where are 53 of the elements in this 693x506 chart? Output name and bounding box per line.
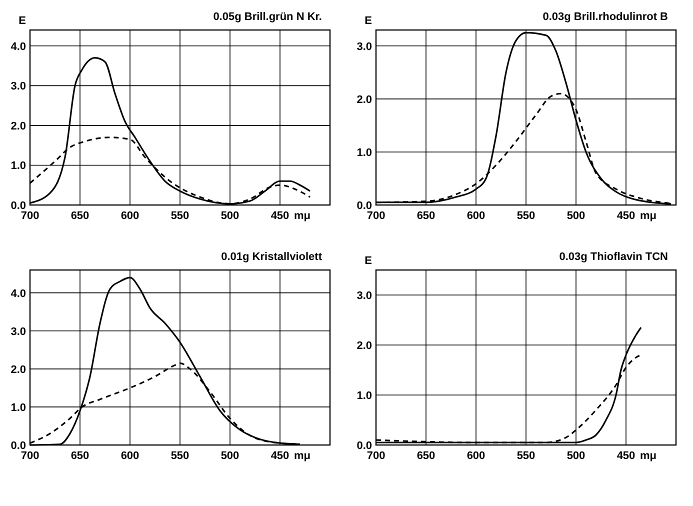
y-tick-label: 0.0 (356, 440, 372, 452)
x-tick-label: 500 (566, 450, 586, 462)
x-tick-label: 450 (616, 210, 636, 222)
x-tick-label: 700 (366, 450, 386, 462)
y-tick-label: 1.0 (356, 146, 372, 159)
y-tick-label: 1.0 (356, 390, 372, 402)
x-tick-label: 600 (466, 210, 486, 222)
y-axis-title: E (364, 255, 372, 267)
y-tick-label: 0.0 (356, 200, 372, 212)
y-tick-label: 4.0 (10, 288, 26, 300)
x-tick-label: 700 (20, 210, 40, 222)
y-tick-label: 2.0 (356, 340, 372, 352)
y-tick-label: 3.0 (356, 290, 372, 302)
x-tick-label: 550 (170, 450, 190, 462)
y-tick-label: 1.0 (10, 402, 26, 414)
y-tick-label: 0.0 (10, 200, 26, 212)
x-tick-label: 600 (120, 210, 140, 222)
x-tick-label: 550 (516, 210, 536, 222)
x-tick-label: 650 (70, 210, 90, 222)
y-tick-label: 2.0 (10, 364, 26, 376)
text: 0.03g Brill.rhodulinrot B (542, 11, 668, 23)
x-tick-label: 500 (566, 210, 586, 222)
y-tick-label: 3.0 (10, 326, 26, 338)
y-tick-label: 2.0 (10, 120, 26, 132)
x-tick-label: 600 (466, 450, 486, 462)
x-tick-label: 650 (70, 450, 90, 462)
y-axis-title: E (364, 15, 372, 27)
x-tick-label: 450 (616, 450, 636, 462)
x-tick-label: 700 (20, 450, 40, 462)
y-tick-label: 4.0 (10, 40, 26, 53)
x-axis-title: mμ (294, 210, 311, 222)
x-tick-label: 550 (170, 210, 190, 222)
x-tick-label: 600 (120, 450, 140, 462)
y-axis-title: E (18, 15, 26, 27)
text: 0.03g Thioflavin TCN (559, 251, 668, 263)
x-tick-label: 650 (416, 450, 436, 462)
x-axis-title: mμ (294, 450, 311, 462)
x-tick-label: 700 (366, 210, 386, 222)
y-tick-label: 1.0 (10, 160, 26, 172)
x-tick-label: 500 (220, 210, 240, 222)
y-tick-label: 0.0 (10, 440, 26, 452)
y-tick-label: 3.0 (356, 40, 372, 53)
y-tick-label: 3.0 (10, 80, 26, 93)
x-tick-label: 500 (220, 450, 240, 462)
x-tick-label: 450 (270, 210, 290, 222)
text: 0.05g Brill.grün N Kr. (213, 11, 322, 23)
x-tick-label: 650 (416, 210, 436, 222)
x-tick-label: 550 (516, 450, 536, 462)
x-tick-label: 450 (270, 450, 290, 462)
x-axis-title: mμ (640, 210, 657, 222)
text: 0.01g Kristallviolett (221, 251, 322, 263)
y-tick-label: 2.0 (356, 94, 372, 106)
x-axis-title: mμ (640, 450, 657, 462)
